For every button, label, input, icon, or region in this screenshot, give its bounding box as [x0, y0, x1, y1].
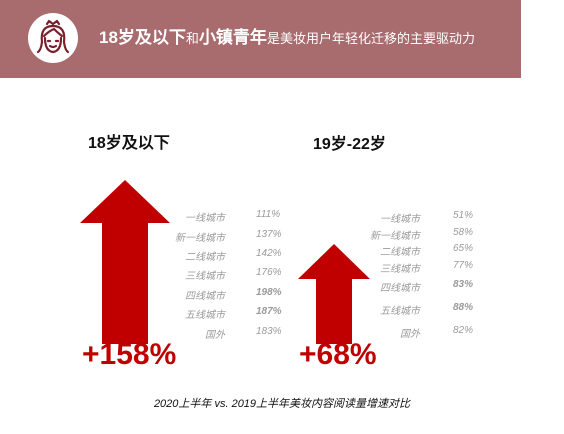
growth-value: 88% [453, 302, 474, 313]
growth-value: 142% [256, 248, 282, 259]
city-label: 三线城市 [185, 271, 225, 282]
growth-value: 58% [453, 227, 474, 238]
right-total-growth: +68% [299, 338, 377, 371]
city-label: 新一线城市 [175, 233, 225, 244]
city-label: 三线城市 [380, 264, 420, 275]
right-growth-arrow [298, 244, 370, 344]
left-total-growth: +158% [82, 338, 177, 371]
city-label: 五线城市 [380, 306, 420, 317]
growth-value: 77% [453, 260, 474, 271]
growth-value: 137% [256, 229, 282, 240]
growth-value: 198% [256, 287, 282, 298]
city-label: 国外 [400, 329, 420, 340]
growth-value: 111% [256, 209, 281, 220]
growth-value: 176% [256, 267, 282, 278]
left-group-title: 18岁及以下 [88, 135, 170, 152]
banner-title: 18岁及以下和小镇青年是美妆用户年轻化迁移的主要驱动力 [99, 28, 475, 47]
city-label: 四线城市 [380, 283, 420, 294]
city-label: 新一线城市 [370, 231, 420, 242]
growth-value: 183% [256, 326, 282, 337]
chart-caption: 2020上半年 vs. 2019上半年美妆内容阅读量增速对比 [153, 398, 411, 410]
city-label: 国外 [205, 330, 225, 341]
growth-value: 82% [453, 325, 474, 336]
growth-value: 83% [453, 279, 474, 290]
city-label: 一线城市 [380, 214, 420, 225]
city-label: 二线城市 [380, 247, 420, 258]
city-label: 四线城市 [185, 291, 225, 302]
growth-value: 65% [453, 243, 474, 254]
right-group-title: 19岁-22岁 [313, 136, 386, 153]
city-label: 二线城市 [185, 252, 225, 263]
growth-value: 51% [453, 210, 474, 221]
city-label: 一线城市 [185, 213, 225, 224]
header-banner: 18岁及以下和小镇青年是美妆用户年轻化迁移的主要驱动力 [0, 0, 521, 78]
woman-face-icon [28, 13, 78, 63]
left-growth-arrow [80, 180, 170, 344]
growth-value: 187% [256, 306, 282, 317]
city-label: 五线城市 [185, 310, 225, 321]
